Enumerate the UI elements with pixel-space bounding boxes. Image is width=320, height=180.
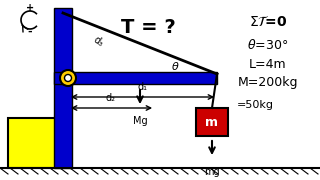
Text: m: m (205, 116, 219, 129)
Text: d₁: d₁ (137, 82, 147, 92)
Text: d₂: d₂ (105, 93, 115, 103)
Text: mg: mg (204, 167, 220, 177)
Text: θ: θ (172, 62, 178, 72)
Text: +: + (26, 3, 34, 13)
Text: =50kg: =50kg (237, 100, 274, 110)
Text: -: - (28, 27, 32, 37)
Bar (196, 108, 228, 136)
Text: Mg: Mg (133, 116, 147, 126)
Bar (54, 8, 72, 168)
Bar (8, 118, 60, 168)
Text: $\theta$=30°: $\theta$=30° (247, 38, 289, 52)
Text: L=4m: L=4m (249, 58, 287, 71)
Circle shape (65, 75, 71, 82)
Text: M=200kg: M=200kg (238, 76, 298, 89)
Circle shape (60, 70, 76, 86)
Text: T = ?: T = ? (121, 18, 175, 37)
Bar (54, 72, 217, 84)
Text: $\Sigma\mathcal{T}$=0: $\Sigma\mathcal{T}$=0 (249, 15, 287, 29)
Text: d₃: d₃ (91, 35, 105, 49)
